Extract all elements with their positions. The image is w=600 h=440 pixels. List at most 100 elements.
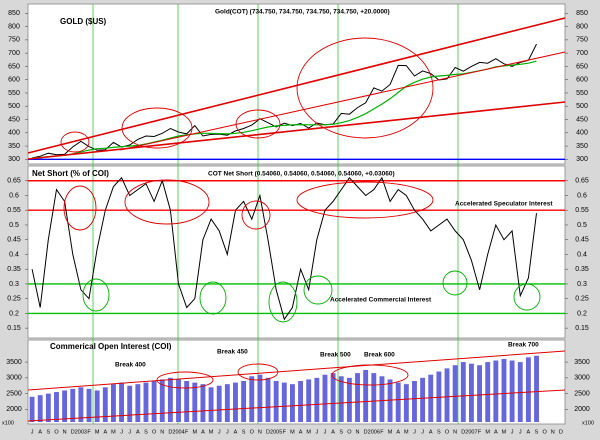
x-tick-label: M <box>306 429 311 435</box>
bar <box>102 387 108 422</box>
y-tick-label: 2000 <box>574 406 590 413</box>
bar <box>403 384 409 422</box>
x-tick-label: 2005 <box>270 429 282 435</box>
bar <box>436 371 442 422</box>
y-tick-label: 0.65 <box>575 178 589 185</box>
x-tick-label: A <box>234 429 238 435</box>
series-line <box>32 60 537 159</box>
y-tick-label: 800 <box>576 23 588 30</box>
ellipse <box>442 270 468 296</box>
trend-line <box>27 350 566 391</box>
y-tick-label: 350 <box>8 143 20 150</box>
y-tick-label: 400 <box>576 130 588 137</box>
bar <box>452 365 458 422</box>
bar <box>249 376 255 422</box>
panel-title: Net Short (% of COI) <box>32 169 109 178</box>
x-tick-label: A <box>494 429 498 435</box>
x-tick-label: F <box>478 429 482 435</box>
bar <box>338 376 344 422</box>
series-line <box>31 43 537 159</box>
panel-frame <box>27 165 566 339</box>
ellipse <box>237 363 279 381</box>
bar <box>143 382 149 422</box>
y-tick-label: 2000 <box>6 406 22 413</box>
y-tick-label: 850 <box>8 10 20 17</box>
bar <box>330 373 336 422</box>
x-tick-label: J <box>128 429 131 435</box>
bar <box>517 362 523 422</box>
x-tick-label: N <box>160 429 164 435</box>
y-tick-label: 650 <box>8 63 20 70</box>
y-tick-label: 3500 <box>6 359 22 366</box>
x-tick-label: A <box>396 429 400 435</box>
bar <box>501 358 507 422</box>
y-tick-label: 0.5 <box>9 222 19 229</box>
ellipse <box>296 37 434 139</box>
bar <box>460 362 466 422</box>
y-tick-label: 750 <box>8 37 20 44</box>
x-tick-label: N <box>63 429 67 435</box>
bar <box>216 385 222 422</box>
bar <box>420 377 426 422</box>
y-tick-label: 700 <box>8 50 20 57</box>
bar <box>322 374 328 422</box>
bar <box>289 384 295 422</box>
y-tick-label: 0.45 <box>7 237 21 244</box>
x-tick-label: 2004 <box>172 429 184 435</box>
bar <box>314 377 320 422</box>
bar <box>127 385 133 422</box>
x-tick-label: J <box>226 429 229 435</box>
bar <box>412 381 417 422</box>
cycle-lines <box>92 4 459 424</box>
panel-frame <box>27 3 566 165</box>
ellipse <box>513 283 541 311</box>
x-tick-label: A <box>38 429 42 435</box>
y-tick-label: 700 <box>576 50 588 57</box>
ellipse <box>303 275 333 305</box>
y-tick-label: 800 <box>8 23 20 30</box>
ellipse <box>121 107 193 149</box>
highlight-ellipses <box>60 37 434 389</box>
y-tick-label: 3500 <box>574 359 590 366</box>
x-tick-label: N <box>356 429 360 435</box>
y-tick-label: 0.25 <box>7 296 21 303</box>
ellipse <box>296 181 434 219</box>
bar <box>273 381 279 422</box>
trend-line <box>27 389 566 422</box>
ellipse <box>199 281 227 315</box>
x-tick-label: D <box>168 429 172 435</box>
x-tick-label: D <box>266 429 270 435</box>
panel-title: Commerical Open Interest (COI) <box>50 342 172 351</box>
x-tick-label: A <box>201 429 205 435</box>
y-tick-label: 850 <box>576 10 588 17</box>
x-tick-label: J <box>218 429 221 435</box>
bar <box>224 384 230 422</box>
y-tick-label: 600 <box>576 77 588 84</box>
x-tick-label: F <box>283 429 287 435</box>
bar <box>395 382 401 422</box>
x-tick-label: O <box>445 429 450 435</box>
y-tick-label: 300 <box>8 156 20 163</box>
ellipse <box>241 200 271 230</box>
x-tick-label: O <box>54 429 59 435</box>
bar <box>363 369 369 422</box>
x-tick-label: M <box>404 429 409 435</box>
bar <box>135 384 141 422</box>
y-tick-label: 500 <box>576 103 588 110</box>
bar <box>159 379 165 422</box>
x-tick-label: M <box>209 429 214 435</box>
ellipse <box>235 109 281 139</box>
x-tick-label: 2006 <box>368 429 380 435</box>
bar <box>184 381 190 422</box>
bar <box>428 374 434 422</box>
annotation: Accelerated Speculator Interest <box>455 201 553 208</box>
x-tick-label: F <box>87 429 91 435</box>
annotation: Break 400 <box>115 362 146 369</box>
bar <box>110 384 116 422</box>
bar <box>534 355 539 422</box>
x-tick-label: O <box>347 429 352 435</box>
scale-note: x100 <box>582 420 594 426</box>
y-tick-label: 750 <box>576 37 588 44</box>
y-tick-label: 0.6 <box>577 192 587 199</box>
